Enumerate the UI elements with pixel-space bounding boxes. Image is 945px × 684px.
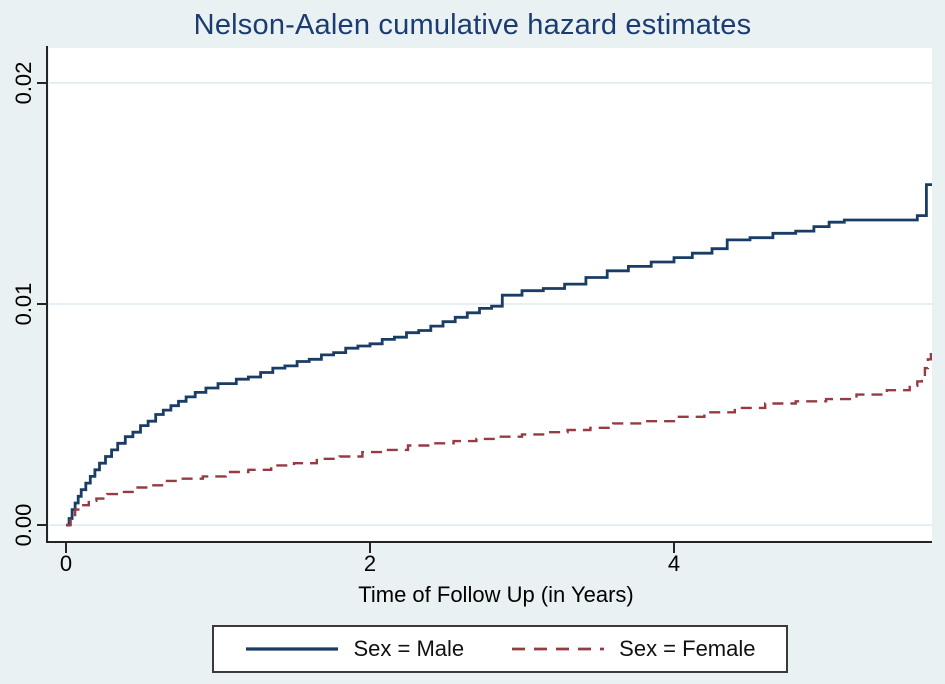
female-series-line [66,348,932,527]
legend-label-male: Sex = Male [353,636,465,661]
y-tick-label: 0.00 [11,503,36,547]
y-tick [37,303,47,305]
chart-title: Nelson-Aalen cumulative hazard estimates [193,9,752,41]
x-axis-line [46,541,932,543]
y-tick [37,524,47,527]
plot-area [49,48,932,541]
x-tick [65,543,68,553]
legend-entry-female: Sex = Female [510,636,756,662]
y-tick [37,81,47,84]
legend: Sex = Male Sex = Female [212,625,788,673]
legend-label-female: Sex = Female [619,636,756,661]
male-series-line [66,183,932,527]
x-tick [369,543,372,553]
x-tick-label: 4 [667,551,681,576]
y-tick-label: 0.01 [11,282,36,326]
plot-svg [49,82,932,527]
female-line-swatch [512,647,605,651]
y-tick-label: 0.02 [11,61,36,105]
male-line-swatch [246,647,339,651]
x-tick-label: 2 [363,551,377,576]
x-axis-title: Time of Follow Up (in Years) [358,582,634,607]
legend-entry-male: Sex = Male [244,636,464,662]
x-tick-label: 0 [59,551,73,576]
x-tick [673,543,676,553]
y-axis-line [46,46,48,543]
